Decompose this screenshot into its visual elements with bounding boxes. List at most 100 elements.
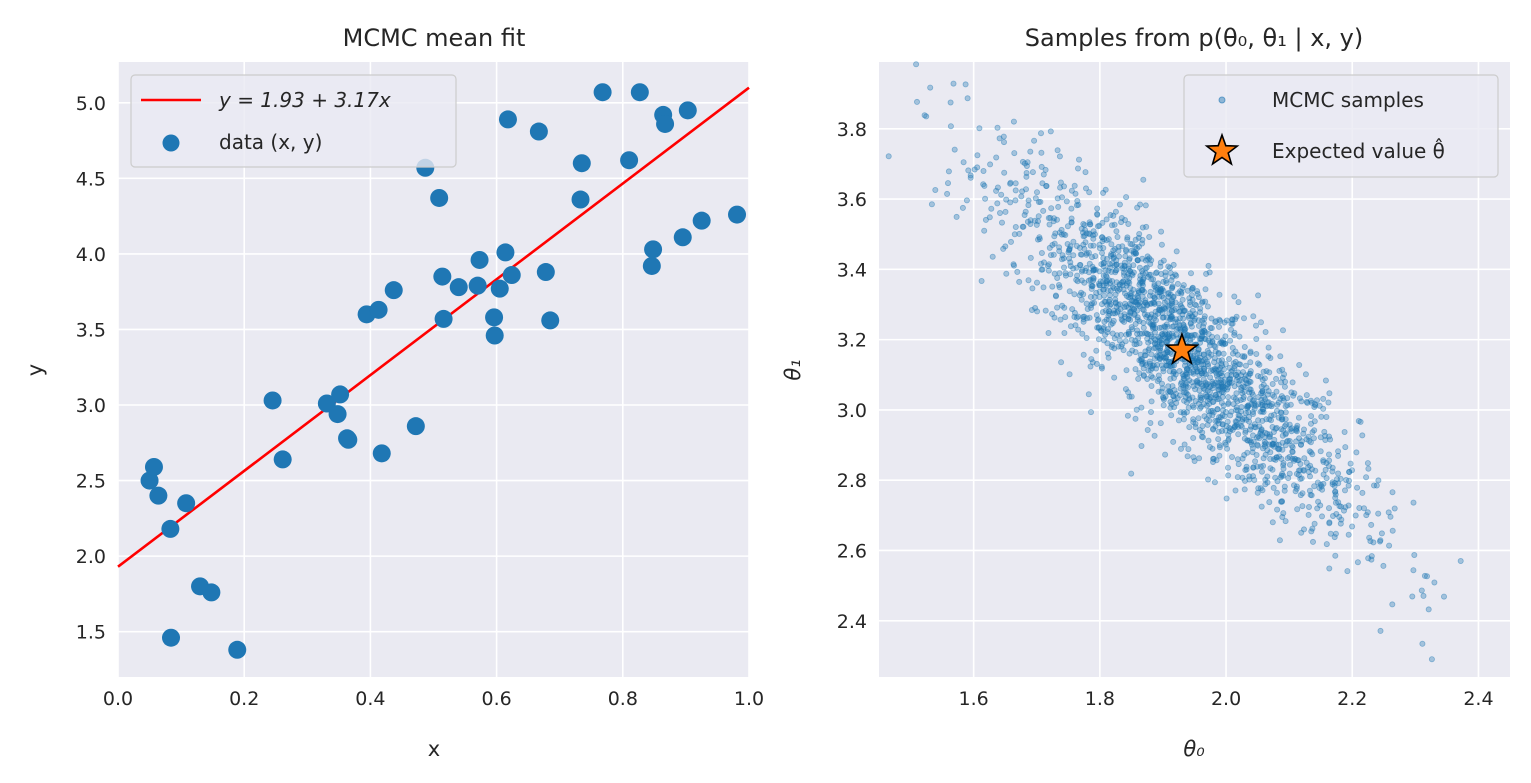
mcmc-sample: [1113, 279, 1120, 286]
mcmc-sample: [1418, 587, 1425, 594]
mcmc-sample: [1343, 476, 1350, 483]
mcmc-sample: [1204, 347, 1211, 354]
data-point: [140, 471, 159, 490]
mcmc-sample: [1317, 502, 1324, 509]
mcmc-sample: [1185, 446, 1192, 453]
mcmc-sample: [1144, 301, 1151, 308]
mcmc-sample: [1255, 360, 1262, 367]
mcmc-sample: [1214, 382, 1221, 389]
mcmc-sample: [1319, 513, 1326, 520]
mcmc-sample: [1181, 397, 1188, 404]
mcmc-sample: [1326, 457, 1333, 464]
mcmc-sample: [1275, 399, 1282, 406]
right-legend: MCMC samples Expected value θ̂: [1183, 74, 1499, 178]
mcmc-sample: [1136, 357, 1143, 364]
mcmc-sample: [1135, 287, 1142, 294]
mcmc-sample: [1278, 498, 1285, 505]
mcmc-sample: [1178, 445, 1185, 452]
left-legend: y = 1.93 + 3.17x data (x, y): [130, 74, 457, 168]
mcmc-sample: [1156, 354, 1163, 361]
mcmc-sample: [1136, 340, 1143, 347]
y-tick-label: 3.4: [837, 259, 867, 281]
mcmc-sample: [1215, 379, 1222, 386]
mcmc-sample: [1128, 393, 1135, 400]
mcmc-sample: [1298, 475, 1305, 482]
mcmc-sample: [1281, 371, 1288, 378]
mcmc-sample: [1305, 433, 1312, 440]
mcmc-sample: [1220, 337, 1227, 344]
mcmc-sample: [1146, 345, 1153, 352]
mcmc-sample: [1116, 286, 1123, 293]
mcmc-sample: [1169, 298, 1176, 305]
mcmc-sample: [1126, 262, 1133, 269]
mcmc-sample: [1368, 556, 1375, 563]
mcmc-sample: [1142, 362, 1149, 369]
mcmc-sample: [1248, 401, 1255, 408]
mcmc-sample: [1169, 323, 1176, 330]
mcmc-sample: [1209, 398, 1216, 405]
mcmc-sample: [1163, 277, 1170, 284]
mcmc-sample: [1112, 267, 1119, 274]
mcmc-sample: [1180, 321, 1187, 328]
mcmc-sample: [1214, 417, 1221, 424]
mcmc-sample: [1129, 305, 1136, 312]
mcmc-sample: [1150, 362, 1157, 369]
mcmc-sample: [1200, 385, 1207, 392]
mcmc-sample: [1327, 436, 1334, 443]
mcmc-sample: [1019, 188, 1026, 195]
mcmc-sample: [1100, 260, 1107, 267]
mcmc-sample: [1235, 412, 1242, 419]
mcmc-sample: [1194, 359, 1201, 366]
mcmc-sample: [1289, 448, 1296, 455]
mcmc-sample: [1144, 256, 1151, 263]
mcmc-sample: [1073, 264, 1080, 271]
mcmc-sample: [1297, 492, 1304, 499]
mcmc-sample: [1222, 441, 1229, 448]
mcmc-sample: [1104, 301, 1111, 308]
mcmc-sample: [1166, 335, 1173, 342]
mcmc-sample: [1188, 286, 1195, 293]
mcmc-sample: [1309, 451, 1316, 458]
mcmc-sample: [1331, 534, 1338, 541]
mcmc-sample: [1052, 230, 1059, 237]
mcmc-sample: [1266, 499, 1273, 506]
mcmc-sample: [1242, 427, 1249, 434]
mcmc-sample: [1115, 343, 1122, 350]
left-y-axis-label: y: [23, 364, 47, 376]
mcmc-sample: [1265, 344, 1272, 351]
mcmc-sample: [1099, 238, 1106, 245]
mcmc-sample: [1248, 439, 1255, 446]
mcmc-sample: [1250, 432, 1257, 439]
mcmc-sample: [1088, 304, 1095, 311]
mcmc-sample: [1254, 372, 1261, 379]
mcmc-sample: [1190, 416, 1197, 423]
mcmc-sample: [1054, 304, 1061, 311]
mcmc-sample: [1375, 510, 1382, 517]
mcmc-sample: [1238, 408, 1245, 415]
mcmc-sample: [1126, 268, 1133, 275]
mcmc-sample: [1266, 402, 1273, 409]
mcmc-sample: [1082, 239, 1089, 246]
mcmc-sample: [1090, 277, 1097, 284]
mcmc-sample: [1318, 413, 1325, 420]
mcmc-sample: [1034, 189, 1041, 196]
mcmc-sample: [1083, 230, 1090, 237]
mcmc-sample: [1135, 294, 1142, 301]
mcmc-sample: [1054, 195, 1061, 202]
mcmc-sample: [1212, 319, 1219, 326]
mcmc-sample: [1170, 392, 1177, 399]
mcmc-sample: [1184, 287, 1191, 294]
mcmc-sample: [1156, 337, 1163, 344]
fit-line: [117, 86, 750, 568]
mcmc-sample: [1155, 388, 1162, 395]
mcmc-sample: [1131, 310, 1138, 317]
mcmc-sample: [1329, 481, 1336, 488]
mcmc-sample: [1066, 245, 1073, 252]
mcmc-sample: [1090, 265, 1097, 272]
data-point: [149, 486, 168, 505]
mcmc-sample: [1139, 255, 1146, 262]
mcmc-sample: [1271, 443, 1278, 450]
mcmc-sample: [1244, 437, 1251, 444]
mcmc-sample: [1121, 272, 1128, 279]
mcmc-sample: [1080, 233, 1087, 240]
